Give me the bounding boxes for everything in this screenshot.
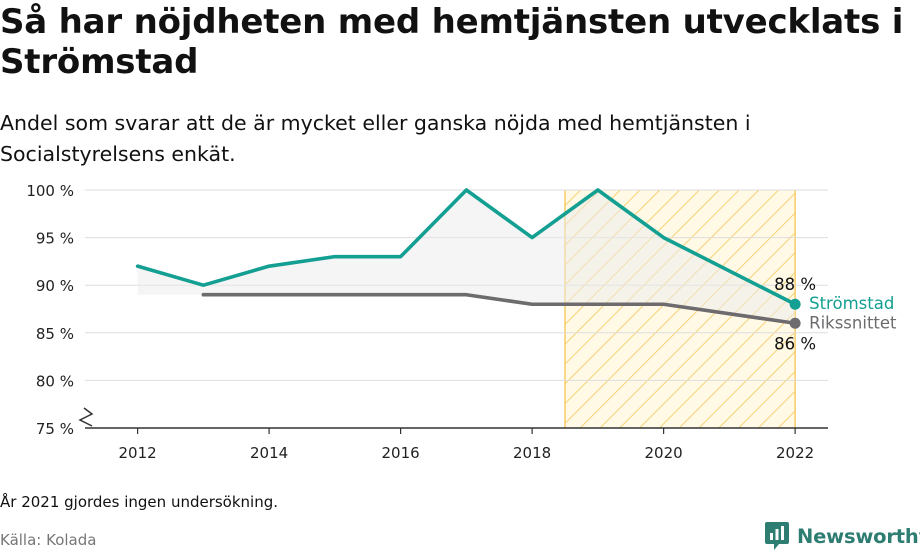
y-tick-label: 90 % [36, 277, 74, 295]
series-value-label: 86 % [774, 334, 816, 353]
series-line-rikssnittet [201, 292, 797, 326]
y-tick-label: 75 % [36, 420, 74, 438]
bar-chart-logo-icon [765, 522, 789, 550]
gap-area [203, 190, 796, 324]
footnote: År 2021 gjordes ingen undersökning. [0, 493, 279, 511]
y-tick-label: 95 % [36, 230, 74, 248]
line-chart: 75 % 80 % 85 % 90 % 95 % 100 % 2012 2014 2016 201… [26, 182, 897, 462]
x-tick-label: 2022 [776, 444, 814, 462]
series-end-point [789, 298, 801, 310]
series-end-point [789, 317, 801, 329]
newsworthy-logo: Newsworthy [764, 520, 920, 552]
axis-break-icon [78, 407, 94, 427]
y-tick-label: 80 % [36, 372, 74, 390]
y-tick-label: 100 % [26, 182, 74, 200]
x-tick-label: 2018 [513, 444, 551, 462]
gap-area [137, 266, 204, 295]
page-title: Så har nöjdheten med hemtjänsten utveckl… [0, 2, 904, 82]
brand-name: Newsworthy [797, 524, 920, 548]
x-tick-label: 2020 [645, 444, 683, 462]
series-name-label: Strömstad [809, 294, 894, 313]
source-credit: Källa: Kolada [0, 531, 97, 549]
x-tick-label: 2016 [382, 444, 420, 462]
x-tick-label: 2014 [250, 444, 288, 462]
x-tick-label: 2012 [119, 444, 157, 462]
y-tick-label: 85 % [36, 325, 74, 343]
series-line-stromstad [135, 188, 797, 307]
series-value-label: 88 % [774, 275, 816, 294]
chart-subtitle: Andel som svarar att de är mycket eller … [0, 111, 751, 166]
series-name-label: Rikssnittet [809, 313, 897, 332]
